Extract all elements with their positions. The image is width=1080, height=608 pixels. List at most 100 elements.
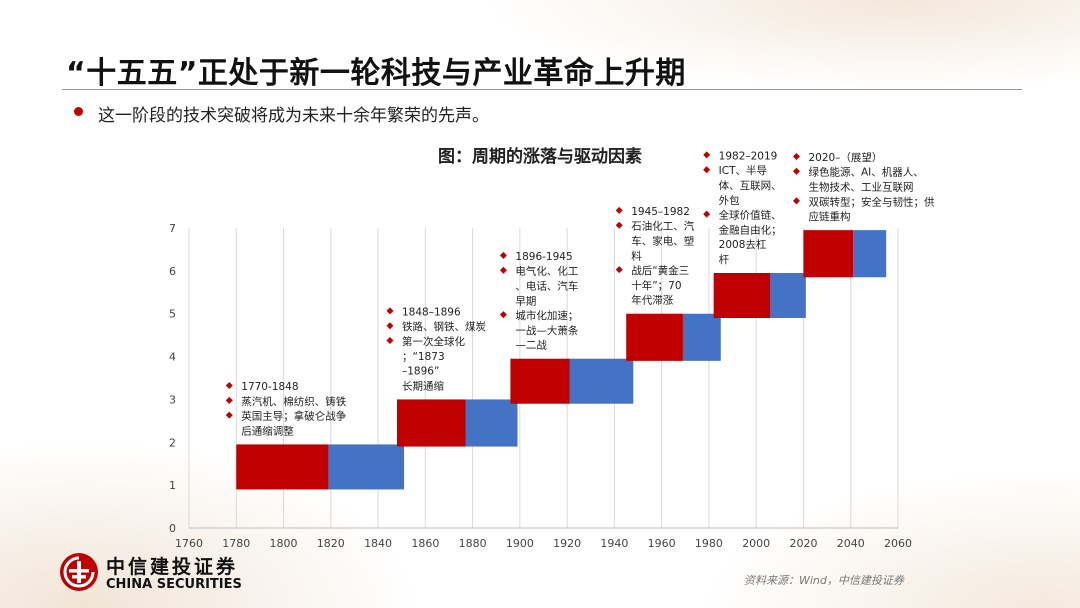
annotation-text: 第一次全球化: [402, 335, 465, 348]
x-tick-label: 1820: [317, 537, 345, 550]
annotation-bullet-icon: [792, 197, 800, 205]
upswing-bar: [396, 399, 466, 447]
annotation-text: 战后“黄金三: [631, 264, 689, 277]
x-tick-label: 1840: [364, 537, 392, 550]
y-tick-label: 1: [169, 479, 176, 492]
annotation-text: 长期通缩: [402, 379, 444, 392]
annotation-text: 2020–（展望）: [808, 151, 882, 164]
annotation-bullet-icon: [386, 337, 394, 345]
annotation-bullet-icon: [703, 166, 711, 174]
annotation-text: 1770-1848: [241, 381, 298, 393]
annotation-bullet-icon: [499, 251, 507, 259]
annotation-text: 石油化工、汽: [631, 220, 694, 233]
x-tick-label: 1940: [600, 537, 628, 550]
annotation-text: 绿色能源、AI、机器人、: [808, 166, 923, 179]
annotation-text: 早期: [515, 295, 536, 307]
downswing-bar: [682, 313, 721, 361]
y-tick-label: 3: [169, 393, 176, 406]
y-tick-label: 6: [169, 265, 176, 278]
x-tick-label: 1860: [411, 537, 439, 550]
annotation-bullet-icon: [703, 151, 711, 159]
annotation-text: 外包: [719, 194, 740, 207]
annotation-bullet-icon: [703, 210, 711, 218]
annotation-text: 、电话、汽车: [515, 280, 578, 293]
annotation-text: 年代滞涨: [631, 294, 673, 307]
annotation-text: 金融自由化；: [719, 223, 782, 236]
annotation-text: —二战: [515, 340, 547, 352]
annotation-text: 1945–1982: [631, 206, 690, 218]
x-tick-label: 1780: [222, 537, 250, 550]
x-tick-label: 2020: [789, 537, 817, 550]
annotation-text: 车、家电、塑: [631, 235, 694, 248]
annotation-bullet-icon: [225, 382, 233, 390]
upswing-bar: [713, 273, 771, 318]
footer-decoration-right: [700, 470, 1080, 608]
annotation-text: 电气化、化工: [515, 265, 578, 278]
annotation-bullet-icon: [615, 266, 623, 274]
upswing-bar: [510, 358, 570, 404]
y-tick-label: 2: [169, 436, 176, 449]
annotation-text: 体、互联网、: [719, 180, 782, 192]
annotation-text: 一战—大萧条: [515, 324, 578, 337]
logo-name-cn: 中信建投证券: [106, 556, 239, 578]
annotation-text: 后通缩调整: [241, 424, 294, 437]
header-decoration: [480, 0, 1080, 90]
annotation-text: 杆: [719, 253, 730, 266]
annotation-text: 1896-1945: [515, 251, 572, 263]
downswing-bar: [853, 230, 887, 278]
logo-name-en: CHINA SECURITIES: [106, 577, 242, 592]
upswing-bar: [236, 444, 329, 490]
x-tick-label: 1980: [695, 537, 723, 550]
annotation-text: 2008去杠: [719, 238, 767, 251]
annotation-bullet-icon: [386, 307, 394, 315]
upswing-bar: [626, 313, 683, 361]
y-tick-label: 4: [169, 351, 176, 364]
x-tick-label: 1900: [506, 537, 534, 550]
y-tick-label: 5: [169, 308, 176, 321]
bullet-icon: [74, 107, 83, 116]
upswing-bar: [803, 230, 854, 278]
downswing-bar: [465, 399, 518, 447]
annotation-bullet-icon: [499, 266, 507, 274]
annotation-bullet-icon: [615, 221, 623, 229]
x-tick-label: 1880: [459, 537, 487, 550]
title-divider: [62, 89, 1022, 90]
x-tick-label: 1960: [648, 537, 676, 550]
annotation-text: 全球价值链、: [719, 209, 782, 222]
annotation-text: 铁路、钢铁、煤炭: [402, 320, 486, 333]
y-tick-label: 0: [169, 522, 176, 535]
annotation-text: 料: [631, 249, 642, 262]
page-title: “十五五”正处于新一轮科技与产业革命上升期: [66, 56, 686, 91]
annotation-bullet-icon: [792, 167, 800, 175]
annotation-text: 英国主导；拿破仑战争: [241, 410, 346, 423]
china-securities-logo-icon: [60, 553, 98, 591]
annotation-text: 1848–1896: [402, 306, 461, 318]
annotation-text: 1982–2019: [719, 150, 778, 162]
annotation-bullet-icon: [792, 152, 800, 160]
annotation-bullet-icon: [615, 206, 623, 214]
downswing-bar: [569, 358, 634, 404]
bullet-text: 这一阶段的技术突破将成为未来十余年繁荣的先声。: [98, 106, 489, 126]
chart-title: 图：周期的涨落与驱动因素: [438, 147, 642, 167]
downswing-bar: [770, 273, 806, 318]
annotation-text: 生物技术、工业互联网: [808, 181, 913, 194]
annotation-text: ICT、半导: [719, 164, 767, 177]
annotation-bullet-icon: [386, 322, 394, 330]
annotation-text: ；“1873: [402, 351, 445, 363]
annotation-text: 城市化加速；: [515, 309, 578, 322]
downswing-bar: [328, 444, 405, 490]
x-tick-label: 2040: [837, 537, 865, 550]
annotation-text: 双碳转型；安全与韧性；供: [808, 195, 934, 208]
source-note: 资料来源：Wind，中信建投证券: [744, 574, 904, 587]
annotation-text: 蒸汽机、棉纺织、铸铁: [241, 395, 346, 408]
x-tick-label: 2000: [742, 537, 770, 550]
annotation-text: 应链重构: [808, 210, 850, 223]
x-tick-label: 1800: [270, 537, 298, 550]
x-tick-label: 2060: [884, 537, 912, 550]
annotation-text: –1896”: [402, 366, 439, 378]
y-tick-label: 7: [169, 222, 176, 235]
annotation-bullet-icon: [225, 411, 233, 419]
annotation-bullet-icon: [225, 396, 233, 404]
x-tick-label: 1920: [553, 537, 581, 550]
